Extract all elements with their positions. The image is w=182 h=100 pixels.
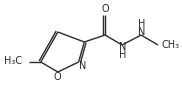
Text: CH₃: CH₃ [162, 40, 180, 50]
Text: H: H [119, 50, 127, 60]
Text: O: O [54, 72, 62, 82]
Text: N: N [138, 27, 146, 37]
Text: O: O [101, 4, 109, 14]
Text: H₃C: H₃C [4, 56, 22, 66]
Text: H: H [138, 19, 146, 29]
Text: N: N [119, 42, 127, 52]
Text: N: N [79, 61, 86, 71]
